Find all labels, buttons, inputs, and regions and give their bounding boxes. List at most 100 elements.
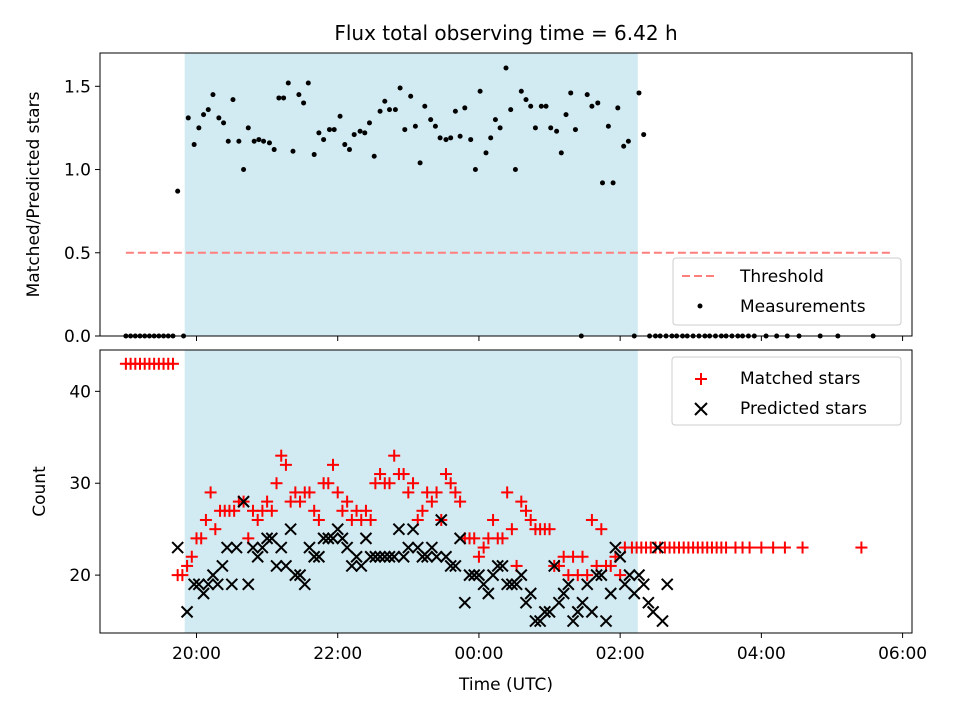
predicted-star-point <box>585 605 599 619</box>
predicted-star-point <box>529 614 542 628</box>
matched-star-point <box>331 486 344 499</box>
predicted-star-point <box>230 541 243 554</box>
bottom-axes-frame <box>99 349 913 634</box>
matched-star-point <box>265 504 278 517</box>
predicted-star-point <box>197 587 210 600</box>
measurement-point <box>417 160 423 166</box>
bottom-panel: 20:00 22:00 00:00 02:00 04:00 06:00 20 30 40 Cou… <box>30 349 927 695</box>
predicted-star-point <box>439 550 453 563</box>
measurement-point <box>386 107 392 113</box>
measurement-point <box>326 127 332 133</box>
y-tick-label: 1.5 <box>64 77 91 97</box>
x-tick-label: 04:00 <box>737 644 786 664</box>
matched-star-point <box>407 477 420 490</box>
predicted-star-point <box>486 568 500 582</box>
matched-star-point <box>294 495 307 508</box>
measurement-point <box>256 137 262 143</box>
predicted-star-point <box>378 550 391 563</box>
measurement-point <box>377 108 383 114</box>
predicted-star-point <box>566 614 580 628</box>
y-tick-label: 1.0 <box>64 161 91 181</box>
measurement-point <box>230 97 236 103</box>
matched-star-point <box>543 523 556 536</box>
predicted-star-point <box>449 559 462 573</box>
measurement-point <box>497 125 503 131</box>
measurement-point <box>625 138 631 144</box>
measurement-point <box>508 107 514 113</box>
measurement-point <box>518 88 524 94</box>
predicted-star-point <box>322 532 335 545</box>
predicted-star-point <box>326 532 340 545</box>
measurement-point <box>185 115 191 121</box>
measurement-point <box>290 148 296 154</box>
predicted-star-point <box>369 550 382 563</box>
measurement-point <box>452 108 458 114</box>
predicted-star-point <box>524 587 537 600</box>
measurement-point <box>371 153 377 159</box>
bottom-legend-box <box>671 356 902 426</box>
predicted-star-point <box>571 605 584 619</box>
predicted-star-point <box>260 532 274 545</box>
measurement-point <box>548 125 554 131</box>
measurement-point <box>412 123 418 129</box>
predicted-star-point <box>477 578 490 591</box>
matched-star-point <box>327 458 340 471</box>
predicted-star-point <box>317 532 330 545</box>
x-tick-label: 22:00 <box>313 644 362 664</box>
predicted-star-point <box>609 541 622 554</box>
predicted-star-point <box>279 559 293 573</box>
bottom-plot-marks <box>119 357 868 628</box>
measurement-point <box>636 90 642 96</box>
predicted-star-point <box>171 541 184 554</box>
top-legend: Threshold Measurements <box>672 257 902 326</box>
predicted-star-point <box>458 596 472 609</box>
measurement-point <box>538 103 544 109</box>
predicted-star-point <box>180 605 194 619</box>
predicted-star-point <box>192 578 206 591</box>
predicted-star-point <box>628 587 641 600</box>
measurement-point <box>437 135 443 141</box>
predicted-star-point <box>265 532 279 545</box>
matched-star-point <box>341 495 354 508</box>
predicted-star-point <box>275 541 288 554</box>
measurement-point <box>281 95 287 101</box>
predicted-star-point <box>373 550 387 563</box>
matched-star-point <box>359 504 372 517</box>
predicted-star-point <box>519 596 533 609</box>
legend-matched-label: Matched stars <box>740 369 860 389</box>
matched-star-point <box>251 513 264 526</box>
top-legend-box <box>672 257 902 326</box>
measurement-point <box>221 120 227 126</box>
predicted-star-point <box>383 550 396 563</box>
y-tick-label: 30 <box>69 474 91 494</box>
predicted-star-point <box>284 522 297 536</box>
measurement-point <box>261 138 267 144</box>
predicted-star-point <box>331 522 344 536</box>
predicted-star-point <box>406 522 420 536</box>
predicted-star-point <box>425 541 439 554</box>
predicted-star-point <box>402 541 415 554</box>
predicted-star-point <box>642 596 655 609</box>
matched-star-point <box>279 458 292 471</box>
legend-measurements-swatch <box>697 303 703 309</box>
matched-star-point <box>204 486 217 499</box>
measurement-point <box>422 103 428 109</box>
measurement-point <box>236 138 242 144</box>
matched-star-point <box>778 541 791 554</box>
measurement-point <box>316 130 322 136</box>
predicted-star-point <box>444 559 457 573</box>
matched-star-point <box>496 532 509 545</box>
matched-star-point <box>755 541 768 554</box>
predicted-star-point <box>345 559 359 573</box>
matched-star-point <box>444 477 457 490</box>
top-plot-marks <box>123 65 891 339</box>
legend-predicted-label: Predicted stars <box>740 399 867 419</box>
top-observing-window <box>184 53 638 336</box>
matched-star-point <box>166 357 179 370</box>
predicted-star-point <box>557 587 570 600</box>
predicted-star-point <box>651 541 665 554</box>
measurement-point <box>543 103 549 109</box>
predicted-star-point <box>646 605 660 619</box>
top-ticks: 0.0 0.5 1.0 1.5 <box>64 77 904 347</box>
